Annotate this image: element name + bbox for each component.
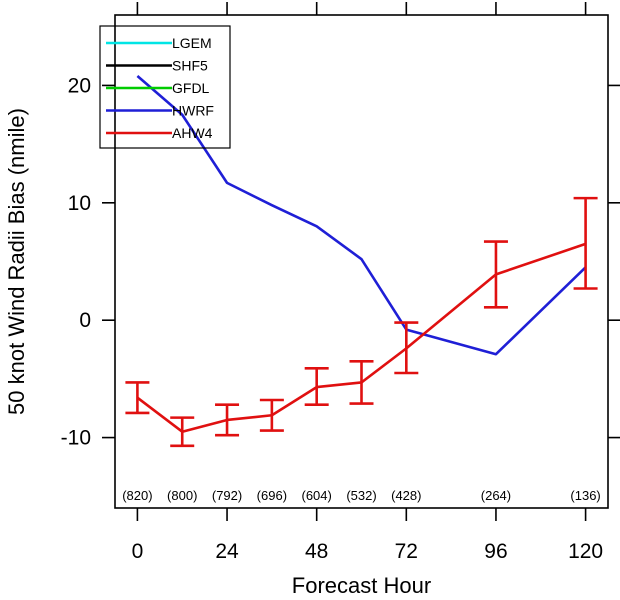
sample-count-label: (428) <box>391 488 421 503</box>
y-tick-label: -10 <box>61 427 91 450</box>
axes: 0 24 48 72 96 120 -10 0 10 20 Forecast Hour 50 knot… <box>4 2 620 598</box>
x-tick-label: 48 <box>305 540 328 563</box>
hwrf-series-line <box>136 75 587 356</box>
sample-count-label: (604) <box>302 488 332 503</box>
legend: LGEM SHF5 GFDL HWRF AHW4 <box>99 25 231 149</box>
x-tick-label: 96 <box>484 540 507 563</box>
sample-count-label: (800) <box>167 488 197 503</box>
sample-count-label: (264) <box>481 488 511 503</box>
sample-count-label: (136) <box>570 488 600 503</box>
plot-area: (820) (800) (792) (696) (604) (532) (428) (264)… <box>122 75 601 503</box>
x-tick-label: 0 <box>132 540 144 563</box>
sample-count-label: (696) <box>257 488 287 503</box>
sample-count-label: (532) <box>346 488 376 503</box>
legend-label-lgem: LGEM <box>172 35 212 51</box>
y-axis-title: 50 knot Wind Radii Bias (nmile) <box>4 108 29 415</box>
x-tick-label: 24 <box>215 540 239 563</box>
legend-label-gfdl: GFDL <box>172 80 210 96</box>
sample-count-label: (792) <box>212 488 242 503</box>
legend-label-hwrf: HWRF <box>172 103 214 119</box>
x-axis-title: Forecast Hour <box>292 573 431 598</box>
y-tick-label: 0 <box>79 309 91 332</box>
y-tick-label: 10 <box>68 192 91 215</box>
sample-count-label: (820) <box>122 488 152 503</box>
y-tick-label: 20 <box>68 74 91 97</box>
x-tick-label: 72 <box>395 540 418 563</box>
legend-label-ahw4: AHW4 <box>172 125 213 141</box>
x-tick-label: 120 <box>568 540 603 563</box>
legend-box <box>99 25 231 149</box>
plot-frame <box>114 14 609 509</box>
legend-label-shf5: SHF5 <box>172 58 208 74</box>
